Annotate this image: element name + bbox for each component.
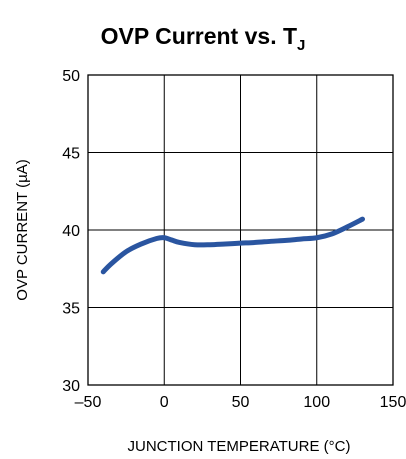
- x-tick-label: –50: [75, 394, 102, 411]
- x-tick-label: 0: [160, 394, 169, 411]
- chart-title-subscript: J: [297, 37, 305, 54]
- grid: [88, 75, 393, 385]
- series-layer: [100, 216, 365, 275]
- y-tick-label: 45: [62, 146, 80, 163]
- x-tick-labels: –50 0 50 100 150: [75, 394, 406, 411]
- y-axis-label: OVP CURRENT (µA): [14, 159, 31, 300]
- x-tick-label: 150: [380, 394, 406, 411]
- y-tick-label: 40: [62, 223, 80, 240]
- y-tick-label: 35: [62, 301, 80, 318]
- chart-title: OVP Current vs. TJ: [101, 23, 306, 54]
- y-tick-label: 50: [62, 68, 80, 85]
- x-tick-label: 100: [303, 394, 330, 411]
- x-tick-label: 50: [232, 394, 250, 411]
- series-line: [100, 216, 365, 275]
- x-axis-label: JUNCTION TEMPERATURE (°C): [128, 438, 351, 455]
- chart-title-main: OVP Current vs. T: [101, 23, 297, 49]
- plot-frame: [87, 74, 394, 386]
- y-tick-labels: 30 35 40 45 50: [62, 68, 80, 395]
- y-tick-label: 30: [62, 378, 80, 395]
